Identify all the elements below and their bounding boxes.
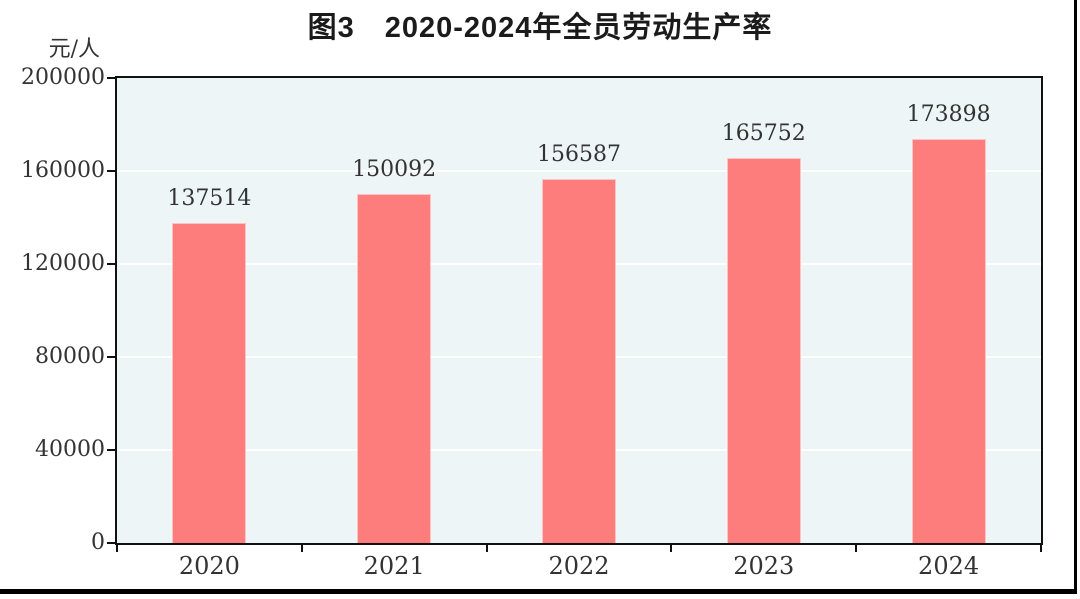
x-axis-tick-label: 2022 — [548, 552, 610, 580]
x-axis-tick-mark — [1040, 543, 1042, 552]
x-axis-tick-mark — [670, 543, 673, 552]
frame-border-bottom — [0, 589, 1077, 594]
y-axis-tick-mark — [107, 542, 117, 544]
x-axis-tick-mark — [855, 543, 858, 552]
x-axis-tick-mark — [116, 543, 118, 552]
y-axis-tick-label: 160000 — [21, 158, 105, 183]
x-axis-tick-label: 2020 — [178, 552, 240, 580]
y-axis-tick-mark — [107, 263, 117, 265]
y-axis-tick-label: 120000 — [21, 251, 105, 276]
y-axis-unit-label: 元/人 — [48, 37, 100, 62]
y-axis-tick-mark — [107, 170, 117, 172]
frame-border-right — [1074, 0, 1077, 594]
x-axis-tick-label: 2023 — [733, 552, 795, 580]
bar — [726, 157, 801, 543]
bar-value-label: 156587 — [537, 141, 621, 167]
bar — [357, 194, 432, 543]
bar — [911, 138, 986, 543]
bar — [172, 223, 247, 543]
y-axis-tick-mark — [107, 449, 117, 451]
y-axis-tick-label: 0 — [91, 530, 105, 555]
x-axis-tick-mark — [300, 543, 303, 552]
plot-area: 137514 150092 156587 165752 173898 — [115, 76, 1043, 545]
y-axis-tick-label: 40000 — [35, 437, 105, 462]
x-axis-tick-mark — [485, 543, 488, 552]
x-axis-tick-label: 2021 — [363, 552, 425, 580]
y-axis-tick-label: 200000 — [21, 65, 105, 90]
bar-value-label: 173898 — [906, 101, 991, 127]
bar-value-label: 165752 — [721, 120, 806, 146]
bar-value-label: 150092 — [352, 157, 437, 183]
y-axis-tick-mark — [107, 77, 117, 79]
gridline — [117, 170, 1041, 172]
chart-title: 图3 2020-2024年全员劳动生产率 — [307, 12, 773, 44]
y-axis-tick-mark — [107, 356, 117, 358]
bar — [542, 178, 616, 543]
x-axis-tick-label: 2024 — [918, 552, 980, 580]
bar-value-label: 137514 — [167, 186, 252, 212]
y-axis-tick-label: 80000 — [35, 344, 105, 369]
